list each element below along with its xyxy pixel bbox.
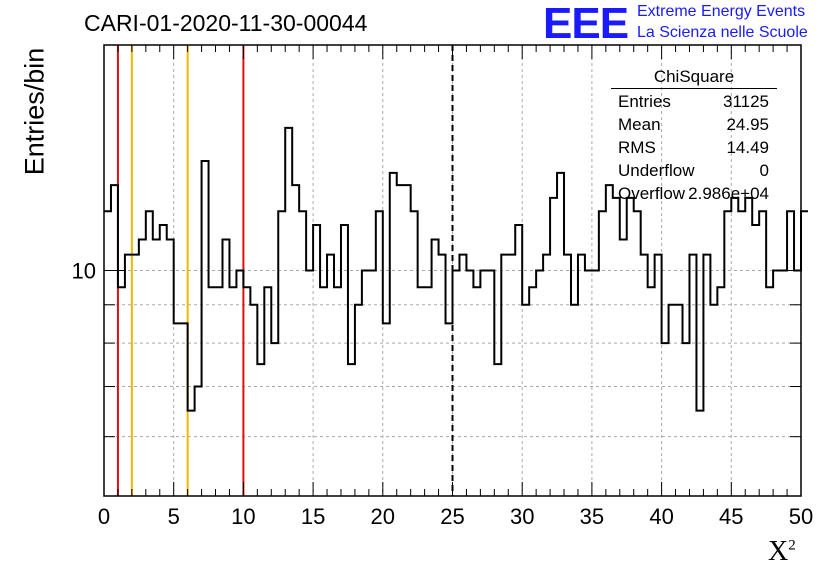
- x-tick-label: 35: [580, 504, 604, 529]
- stats-label: RMS: [618, 138, 656, 157]
- stats-box: ChiSquare Entries 31125 Mean 24.95 RMS 1…: [611, 67, 777, 207]
- x-tick-label: 10: [231, 504, 255, 529]
- x-tick-label: 45: [719, 504, 743, 529]
- eee-logo: EEE: [543, 0, 629, 48]
- stats-row-underflow: Underflow 0: [611, 161, 777, 184]
- stats-value: 14.49: [726, 138, 769, 157]
- stats-value: 31125: [722, 92, 769, 111]
- x-tick-label: 20: [371, 504, 395, 529]
- stats-label: Mean: [618, 115, 661, 134]
- x-tick-label: 25: [440, 504, 464, 529]
- x-tick-label: 15: [301, 504, 325, 529]
- stats-value: 2.986e+04: [688, 184, 769, 203]
- logo-subtitle-2: La Scienza nelle Scuole: [637, 24, 808, 41]
- histogram-outline: [104, 126, 808, 412]
- stats-label: Underflow: [618, 161, 695, 180]
- x-tick-label: 50: [789, 504, 813, 529]
- x-tick-label: 30: [510, 504, 534, 529]
- x-axis-label-sup: 2: [788, 537, 796, 554]
- x-tick-label: 40: [649, 504, 673, 529]
- tick-labels: 0 5 10 15 20 25 30 35 40 45 50 10: [72, 259, 814, 530]
- x-tick-label: 0: [98, 504, 110, 529]
- x-axis-label: X2: [768, 536, 796, 568]
- stats-label: Overflow: [618, 184, 686, 203]
- y-tick-label: 10: [72, 259, 96, 284]
- stats-label: Entries: [618, 92, 671, 111]
- stats-row-overflow: Overflow 2.986e+04: [611, 184, 777, 207]
- axis-ticks: [103, 45, 802, 496]
- x-axis-label-base: X: [768, 536, 789, 567]
- stats-row-mean: Mean 24.95: [611, 115, 777, 138]
- stats-row-rms: RMS 14.49: [611, 138, 777, 161]
- stats-value: 24.95: [726, 115, 769, 134]
- stats-title: ChiSquare: [611, 67, 777, 89]
- x-tick-label: 5: [168, 504, 180, 529]
- logo-subtitle-1: Extreme Energy Events: [637, 3, 806, 20]
- stats-row-entries: Entries 31125: [611, 92, 777, 115]
- stats-value: 0: [759, 161, 769, 180]
- chart-title: CARI-01-2020-11-30-00044: [84, 10, 368, 36]
